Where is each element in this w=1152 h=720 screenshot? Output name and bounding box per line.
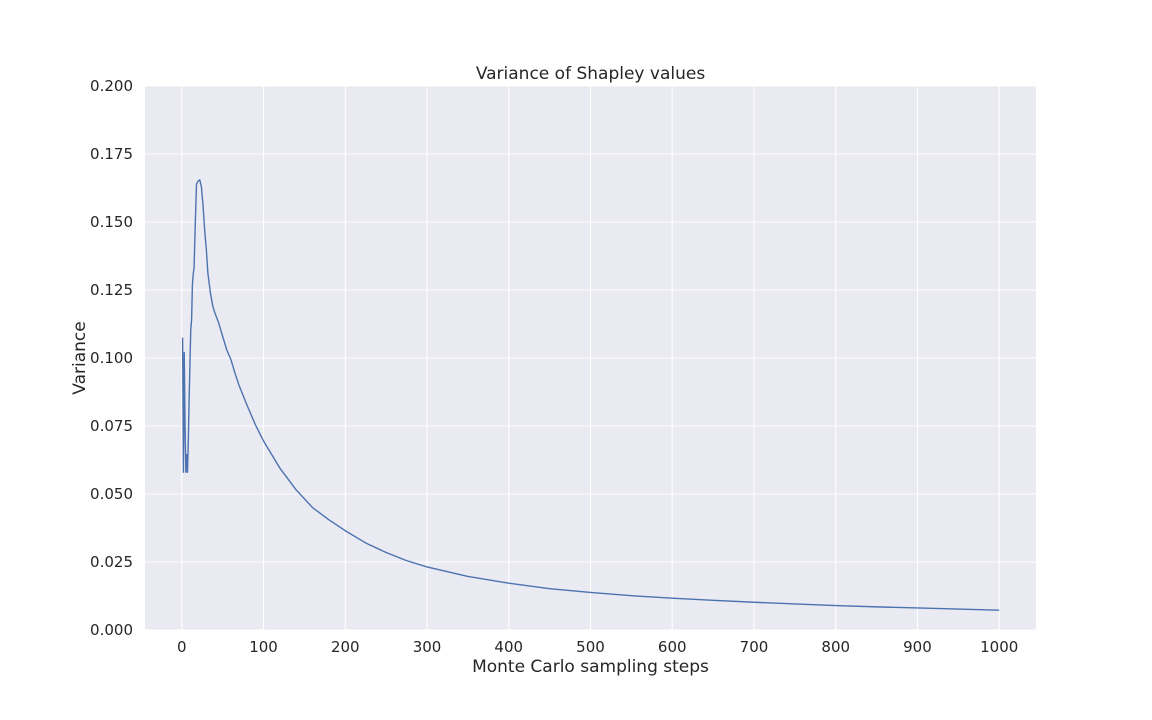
y-tick-label: 0.125 [90,281,133,299]
x-axis: 0 100 200 300 400 500 600 700 800 900 1000 [177,638,1018,656]
x-tick-label: 300 [413,638,442,656]
x-tick-label: 100 [249,638,278,656]
x-axis-label: Monte Carlo sampling steps [472,657,709,677]
x-tick-label: 800 [821,638,850,656]
y-axis: 0.000 0.025 0.050 0.075 0.100 0.125 0.150 0.175… [90,77,133,639]
y-tick-label: 0.200 [90,77,133,95]
x-tick-label: 400 [494,638,523,656]
y-tick-label: 0.100 [90,349,133,367]
grid [145,85,1036,631]
y-tick-label: 0.075 [90,417,133,435]
x-tick-label: 900 [903,638,932,656]
y-tick-label: 0.025 [90,553,133,571]
x-tick-label: 700 [740,638,769,656]
series-line [181,179,1000,611]
x-tick-label: 0 [177,638,187,656]
x-tick-label: 500 [576,638,605,656]
x-tick-label: 1000 [980,638,1018,656]
y-tick-label: 0.175 [90,145,133,163]
y-axis-label: Variance [70,321,90,394]
series-group [181,179,1000,611]
chart-title: Variance of Shapley values [476,64,705,84]
y-tick-label: 0.000 [90,621,133,639]
x-tick-label: 200 [331,638,360,656]
y-tick-label: 0.050 [90,485,133,503]
y-tick-label: 0.150 [90,213,133,231]
x-tick-label: 600 [658,638,687,656]
